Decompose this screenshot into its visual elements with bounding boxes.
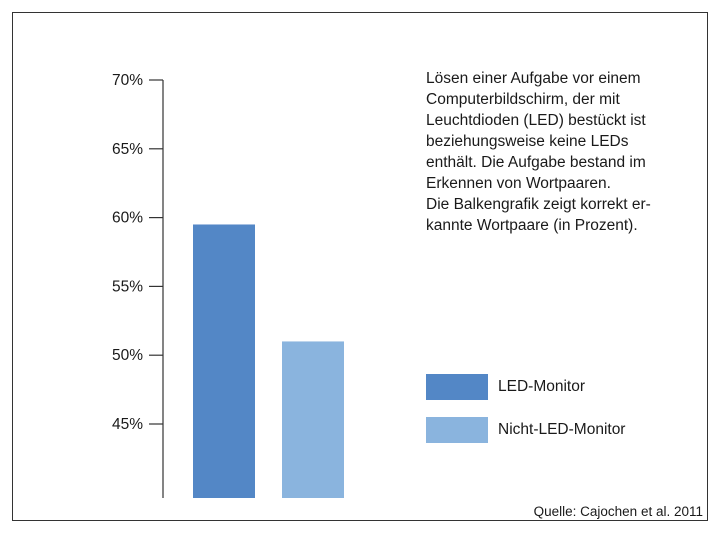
- bar-nicht-led-monitor: [282, 341, 344, 498]
- legend: LED-Monitor Nicht-LED-Monitor: [426, 374, 625, 460]
- chart-description: Lösen einer Aufgabe vor einem Computerbi…: [426, 70, 651, 234]
- legend-swatch-led-monitor: [426, 374, 488, 400]
- y-tick-label: 45%: [112, 416, 143, 433]
- chart-frame: [12, 12, 708, 521]
- y-tick-label: 60%: [112, 210, 143, 227]
- y-tick-label: 50%: [112, 347, 143, 364]
- bar-led-monitor: [193, 224, 255, 499]
- y-tick-label: 65%: [112, 141, 143, 158]
- legend-label-nicht-led-monitor: Nicht-LED-Monitor: [498, 421, 626, 438]
- source-note: Quelle: Cajochen et al. 2011: [533, 504, 703, 519]
- legend-item-led-monitor: LED-Monitor: [426, 374, 625, 400]
- y-tick-label: 70%: [112, 72, 143, 89]
- legend-swatch-nicht-led-monitor: [426, 417, 488, 443]
- y-tick-label: 55%: [112, 278, 143, 295]
- legend-item-nicht-led-monitor: Nicht-LED-Monitor: [426, 417, 625, 443]
- legend-label-led-monitor: LED-Monitor: [498, 378, 585, 395]
